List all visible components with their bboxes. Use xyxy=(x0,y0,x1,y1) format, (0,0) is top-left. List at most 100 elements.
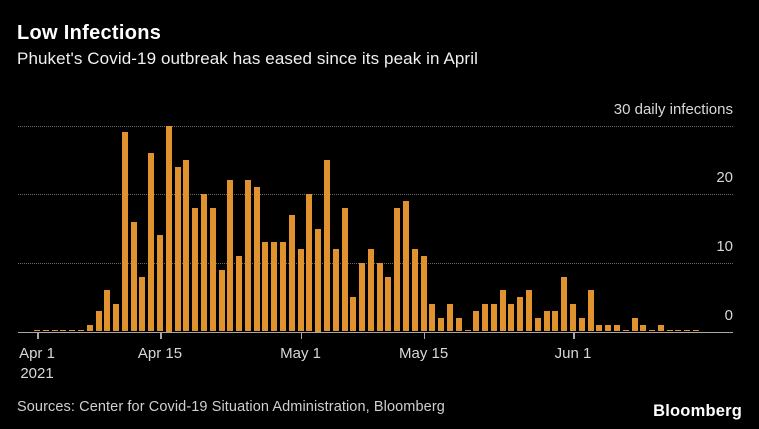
x-axis-label: Apr 15 xyxy=(137,345,183,362)
bar xyxy=(385,276,392,332)
bar xyxy=(77,330,84,332)
bar xyxy=(183,159,190,332)
bar xyxy=(306,194,313,332)
bar xyxy=(403,201,410,332)
chart-subtitle: Phuket's Covid-19 outbreak has eased sin… xyxy=(17,49,478,68)
bar xyxy=(271,242,278,332)
bar xyxy=(693,330,700,332)
bar xyxy=(113,304,120,332)
bar xyxy=(684,330,691,332)
bar xyxy=(578,317,585,332)
bar xyxy=(534,317,541,332)
bar xyxy=(499,290,506,332)
bar xyxy=(315,228,322,332)
bar xyxy=(60,330,67,332)
chart-title: Low Infections xyxy=(17,22,162,44)
bar xyxy=(165,125,172,332)
bar xyxy=(244,180,251,332)
bar xyxy=(227,180,234,332)
x-axis-tick xyxy=(37,333,39,339)
sources-note: Sources: Center for Covid-19 Situation A… xyxy=(17,399,445,415)
bar xyxy=(649,330,656,332)
bar xyxy=(192,207,199,332)
bar xyxy=(51,330,58,332)
bar xyxy=(631,317,638,332)
bar xyxy=(552,310,559,332)
bar xyxy=(622,330,629,332)
bar xyxy=(411,249,418,332)
bar xyxy=(420,255,427,332)
bar xyxy=(359,262,366,332)
bar xyxy=(473,310,480,332)
bar xyxy=(42,330,49,332)
bar xyxy=(587,290,594,332)
bar xyxy=(323,159,330,332)
bar xyxy=(517,297,524,332)
x-axis-tick xyxy=(160,333,162,339)
bar xyxy=(69,330,76,332)
bar xyxy=(174,166,181,332)
bar xyxy=(200,194,207,332)
bar xyxy=(148,152,155,332)
bar xyxy=(429,304,436,332)
x-axis-label: Apr 1 xyxy=(19,345,55,362)
x-axis-year-label: 2021 xyxy=(20,365,54,382)
bar xyxy=(640,324,647,332)
y-gridline xyxy=(18,125,733,127)
bar xyxy=(464,330,471,332)
bar xyxy=(596,324,603,332)
bar xyxy=(490,304,497,332)
bar xyxy=(666,330,673,332)
bar xyxy=(139,276,146,332)
x-axis-tick xyxy=(423,333,426,339)
bar xyxy=(341,207,348,332)
x-axis-line xyxy=(18,331,733,333)
bar xyxy=(288,214,295,332)
bar xyxy=(95,310,102,332)
bar xyxy=(675,330,682,332)
bar xyxy=(34,330,40,332)
bar xyxy=(332,249,339,332)
x-axis-tick xyxy=(300,333,303,339)
x-axis-tick xyxy=(573,333,575,339)
bar xyxy=(570,304,576,332)
y-gridline xyxy=(18,194,733,196)
bar xyxy=(508,304,515,332)
bar xyxy=(367,249,374,332)
y-gridline xyxy=(18,262,733,264)
bar xyxy=(262,242,269,332)
bar xyxy=(394,207,401,332)
bar xyxy=(657,324,664,332)
bar xyxy=(297,249,304,332)
bar xyxy=(209,207,216,332)
bar xyxy=(376,262,383,332)
bar xyxy=(218,269,225,332)
bar xyxy=(455,317,462,332)
y-axis-label: 0 xyxy=(724,306,733,324)
bloomberg-logo: Bloomberg xyxy=(653,402,742,420)
bar xyxy=(613,324,620,332)
bar xyxy=(253,187,260,332)
x-axis-label: Jun 1 xyxy=(554,345,592,362)
bar xyxy=(104,290,111,332)
bar xyxy=(121,132,128,332)
y-axis-label: 30 daily infections xyxy=(613,100,733,118)
bar xyxy=(482,304,489,332)
y-axis-label: 20 xyxy=(716,169,733,187)
y-axis-label: 10 xyxy=(716,237,733,255)
bar xyxy=(350,297,357,332)
bar xyxy=(605,324,612,332)
bar xyxy=(130,221,137,332)
x-axis-label: May 1 xyxy=(280,345,322,362)
bar xyxy=(236,255,243,332)
bar xyxy=(446,304,453,332)
x-axis-label: May 15 xyxy=(399,345,449,362)
bar xyxy=(561,276,568,332)
bar xyxy=(86,324,93,332)
bar xyxy=(438,317,445,332)
bar xyxy=(543,310,550,332)
bar xyxy=(280,242,287,332)
bar xyxy=(526,290,533,332)
